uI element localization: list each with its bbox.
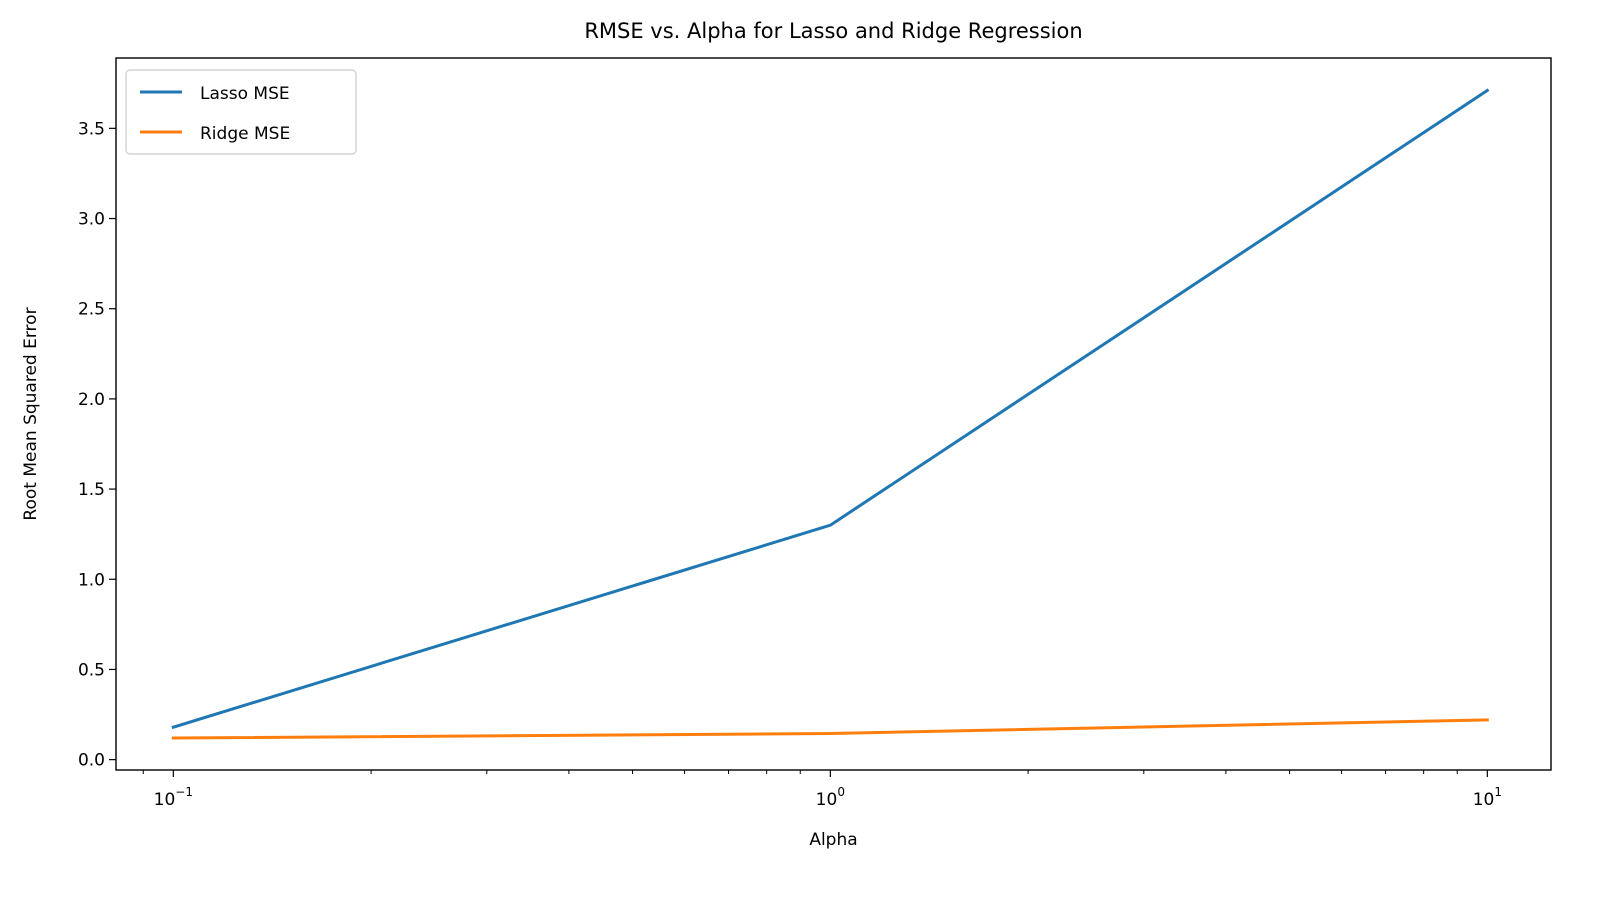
legend-label: Ridge MSE [200, 124, 290, 144]
axes-layer: 0.0 0.5 1.0 1.5 2.0 2.5 3.0 3.5 10−1 100 101 [78, 119, 1502, 810]
legend-box [125, 69, 357, 155]
legend: Lasso MSE Ridge MSE [125, 69, 357, 155]
y-tick-label: 2.5 [78, 300, 105, 320]
x-tick-label: 101 [1473, 785, 1502, 810]
y-tick-label: 2.0 [78, 390, 105, 410]
y-tick-label: 1.0 [78, 570, 105, 590]
x-tick-label: 10−1 [154, 785, 193, 810]
x-tick-label: 100 [816, 785, 845, 810]
plot-frame [115, 57, 1552, 771]
y-tick-label: 0.0 [78, 751, 105, 771]
x-axis-label: Alpha [809, 830, 857, 850]
chart-title: RMSE vs. Alpha for Lasso and Ridge Regre… [584, 19, 1082, 43]
y-tick-label: 0.5 [78, 660, 105, 680]
y-tick-label: 3.0 [78, 210, 105, 230]
series-line-ridge-mse [171, 718, 1489, 740]
series-line-lasso-mse [171, 88, 1490, 730]
frame-layer [115, 57, 1552, 771]
y-axis-label: Root Mean Squared Error [21, 307, 41, 520]
legend-label: Lasso MSE [200, 84, 290, 104]
labels-layer: RMSE vs. Alpha for Lasso and Ridge Regre… [21, 19, 1083, 850]
y-tick-label: 3.5 [78, 119, 105, 139]
y-tick-label: 1.5 [78, 480, 105, 500]
series-layer [171, 88, 1490, 740]
